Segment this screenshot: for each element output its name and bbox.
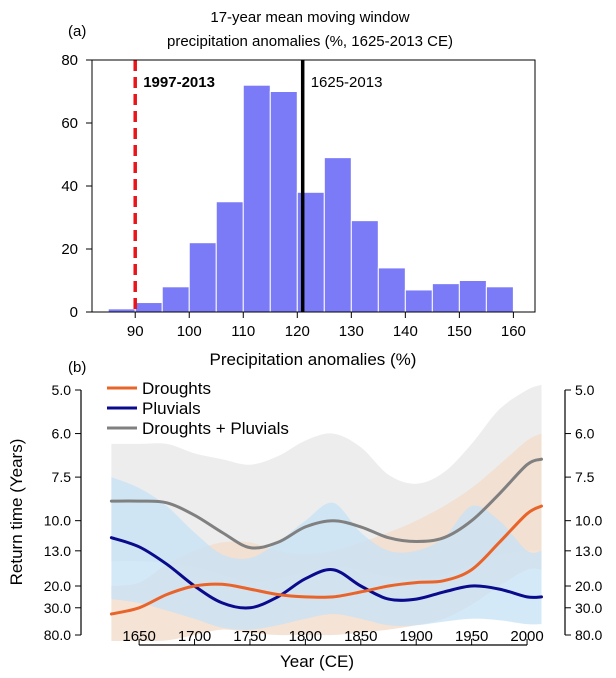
histogram-bar bbox=[188, 242, 217, 313]
return-time-axes: 5.0 6.0 7.5 10.0 13.0 20.0 30.0 80.0 5.0 6.0 7.5 10… bbox=[44, 382, 602, 646]
right-y-tick-label: 20.0 bbox=[575, 578, 602, 594]
right-y-tick-label: 5.0 bbox=[575, 382, 595, 398]
right-y-tick-label: 6.0 bbox=[575, 426, 595, 442]
histogram-bar bbox=[242, 84, 271, 313]
histogram-bar bbox=[215, 201, 244, 313]
y-tick-label: 40 bbox=[61, 178, 78, 195]
histogram-panel: (a) 17-year mean moving window precipita… bbox=[61, 9, 536, 369]
histogram-bar bbox=[377, 267, 406, 313]
histogram-axes: 90 100 110 120 130 140 150 160 0 20 40 60 80 bbox=[61, 52, 526, 340]
x-tick-label: 90 bbox=[127, 323, 144, 340]
histogram-title-line-1: 17-year mean moving window bbox=[210, 9, 409, 26]
y-tick-label: 20.0 bbox=[44, 578, 71, 594]
return-time-x-axis-label: Year (CE) bbox=[280, 652, 354, 671]
histogram-reference-lines: 1997-2013 1625-2013 bbox=[133, 60, 383, 312]
y-tick-label: 80 bbox=[61, 52, 78, 69]
x-tick-label: 160 bbox=[501, 323, 526, 340]
reference-line-label: 1997-2013 bbox=[143, 74, 215, 91]
histogram-x-axis-label: Precipitation anomalies (%) bbox=[210, 350, 417, 369]
histogram-bar bbox=[134, 302, 163, 313]
histogram-bar bbox=[161, 286, 190, 313]
x-tick-label: 1800 bbox=[289, 628, 322, 645]
right-y-tick-label: 13.0 bbox=[575, 543, 602, 559]
histogram-bar bbox=[431, 283, 460, 313]
x-tick-label: 120 bbox=[285, 323, 310, 340]
right-y-tick-label: 7.5 bbox=[575, 469, 595, 485]
x-tick-label: 1900 bbox=[400, 628, 433, 645]
x-tick-label: 2000 bbox=[510, 628, 543, 645]
y-tick-label: 30.0 bbox=[44, 600, 71, 616]
histogram-bar bbox=[269, 91, 298, 313]
histogram-title-line-2: precipitation anomalies (%, 1625-2013 CE… bbox=[167, 33, 453, 50]
y-tick-label: 10.0 bbox=[44, 513, 71, 529]
y-tick-label: 60 bbox=[61, 115, 78, 132]
histogram-bar bbox=[323, 157, 352, 313]
x-tick-label: 130 bbox=[339, 323, 364, 340]
right-y-tick-label: 80.0 bbox=[575, 627, 602, 643]
confidence-bands bbox=[111, 384, 542, 642]
histogram-bar bbox=[350, 220, 379, 313]
histogram-bar bbox=[485, 286, 514, 313]
y-tick-label: 13.0 bbox=[44, 543, 71, 559]
series-line bbox=[109, 504, 543, 616]
y-tick-label: 80.0 bbox=[44, 627, 71, 643]
series-line bbox=[109, 457, 543, 550]
x-tick-label: 1700 bbox=[178, 628, 211, 645]
reference-line-label: 1625-2013 bbox=[311, 74, 383, 91]
y-tick-label: 5.0 bbox=[52, 382, 72, 398]
histogram-bar bbox=[404, 289, 433, 313]
right-y-tick-label: 10.0 bbox=[575, 513, 602, 529]
x-tick-label: 150 bbox=[447, 323, 472, 340]
x-tick-label: 110 bbox=[231, 323, 255, 340]
x-tick-label: 1950 bbox=[455, 628, 488, 645]
series-line bbox=[109, 536, 543, 610]
x-tick-label: 1750 bbox=[233, 628, 266, 645]
y-tick-label: 20 bbox=[61, 241, 78, 258]
x-tick-label: 140 bbox=[393, 323, 418, 340]
legend-label: Droughts + Pluvials bbox=[142, 419, 289, 438]
panel-a-label: (a) bbox=[68, 23, 86, 40]
histogram-bars bbox=[107, 84, 514, 313]
histogram-bar bbox=[458, 280, 487, 313]
return-time-y-axis-label: Return time (Years) bbox=[7, 439, 26, 586]
return-time-lines bbox=[109, 457, 543, 616]
legend-label: Droughts bbox=[142, 379, 211, 398]
panel-b-label: (b) bbox=[68, 359, 86, 376]
x-tick-label: 100 bbox=[177, 323, 202, 340]
y-tick-label: 6.0 bbox=[52, 426, 72, 442]
x-tick-label: 1850 bbox=[344, 628, 377, 645]
right-y-tick-label: 30.0 bbox=[575, 600, 602, 616]
y-tick-label: 0 bbox=[70, 304, 78, 321]
legend-label: Pluvials bbox=[142, 399, 201, 418]
confidence-band bbox=[111, 477, 542, 630]
x-tick-label: 1650 bbox=[122, 628, 155, 645]
y-tick-label: 7.5 bbox=[52, 469, 72, 485]
